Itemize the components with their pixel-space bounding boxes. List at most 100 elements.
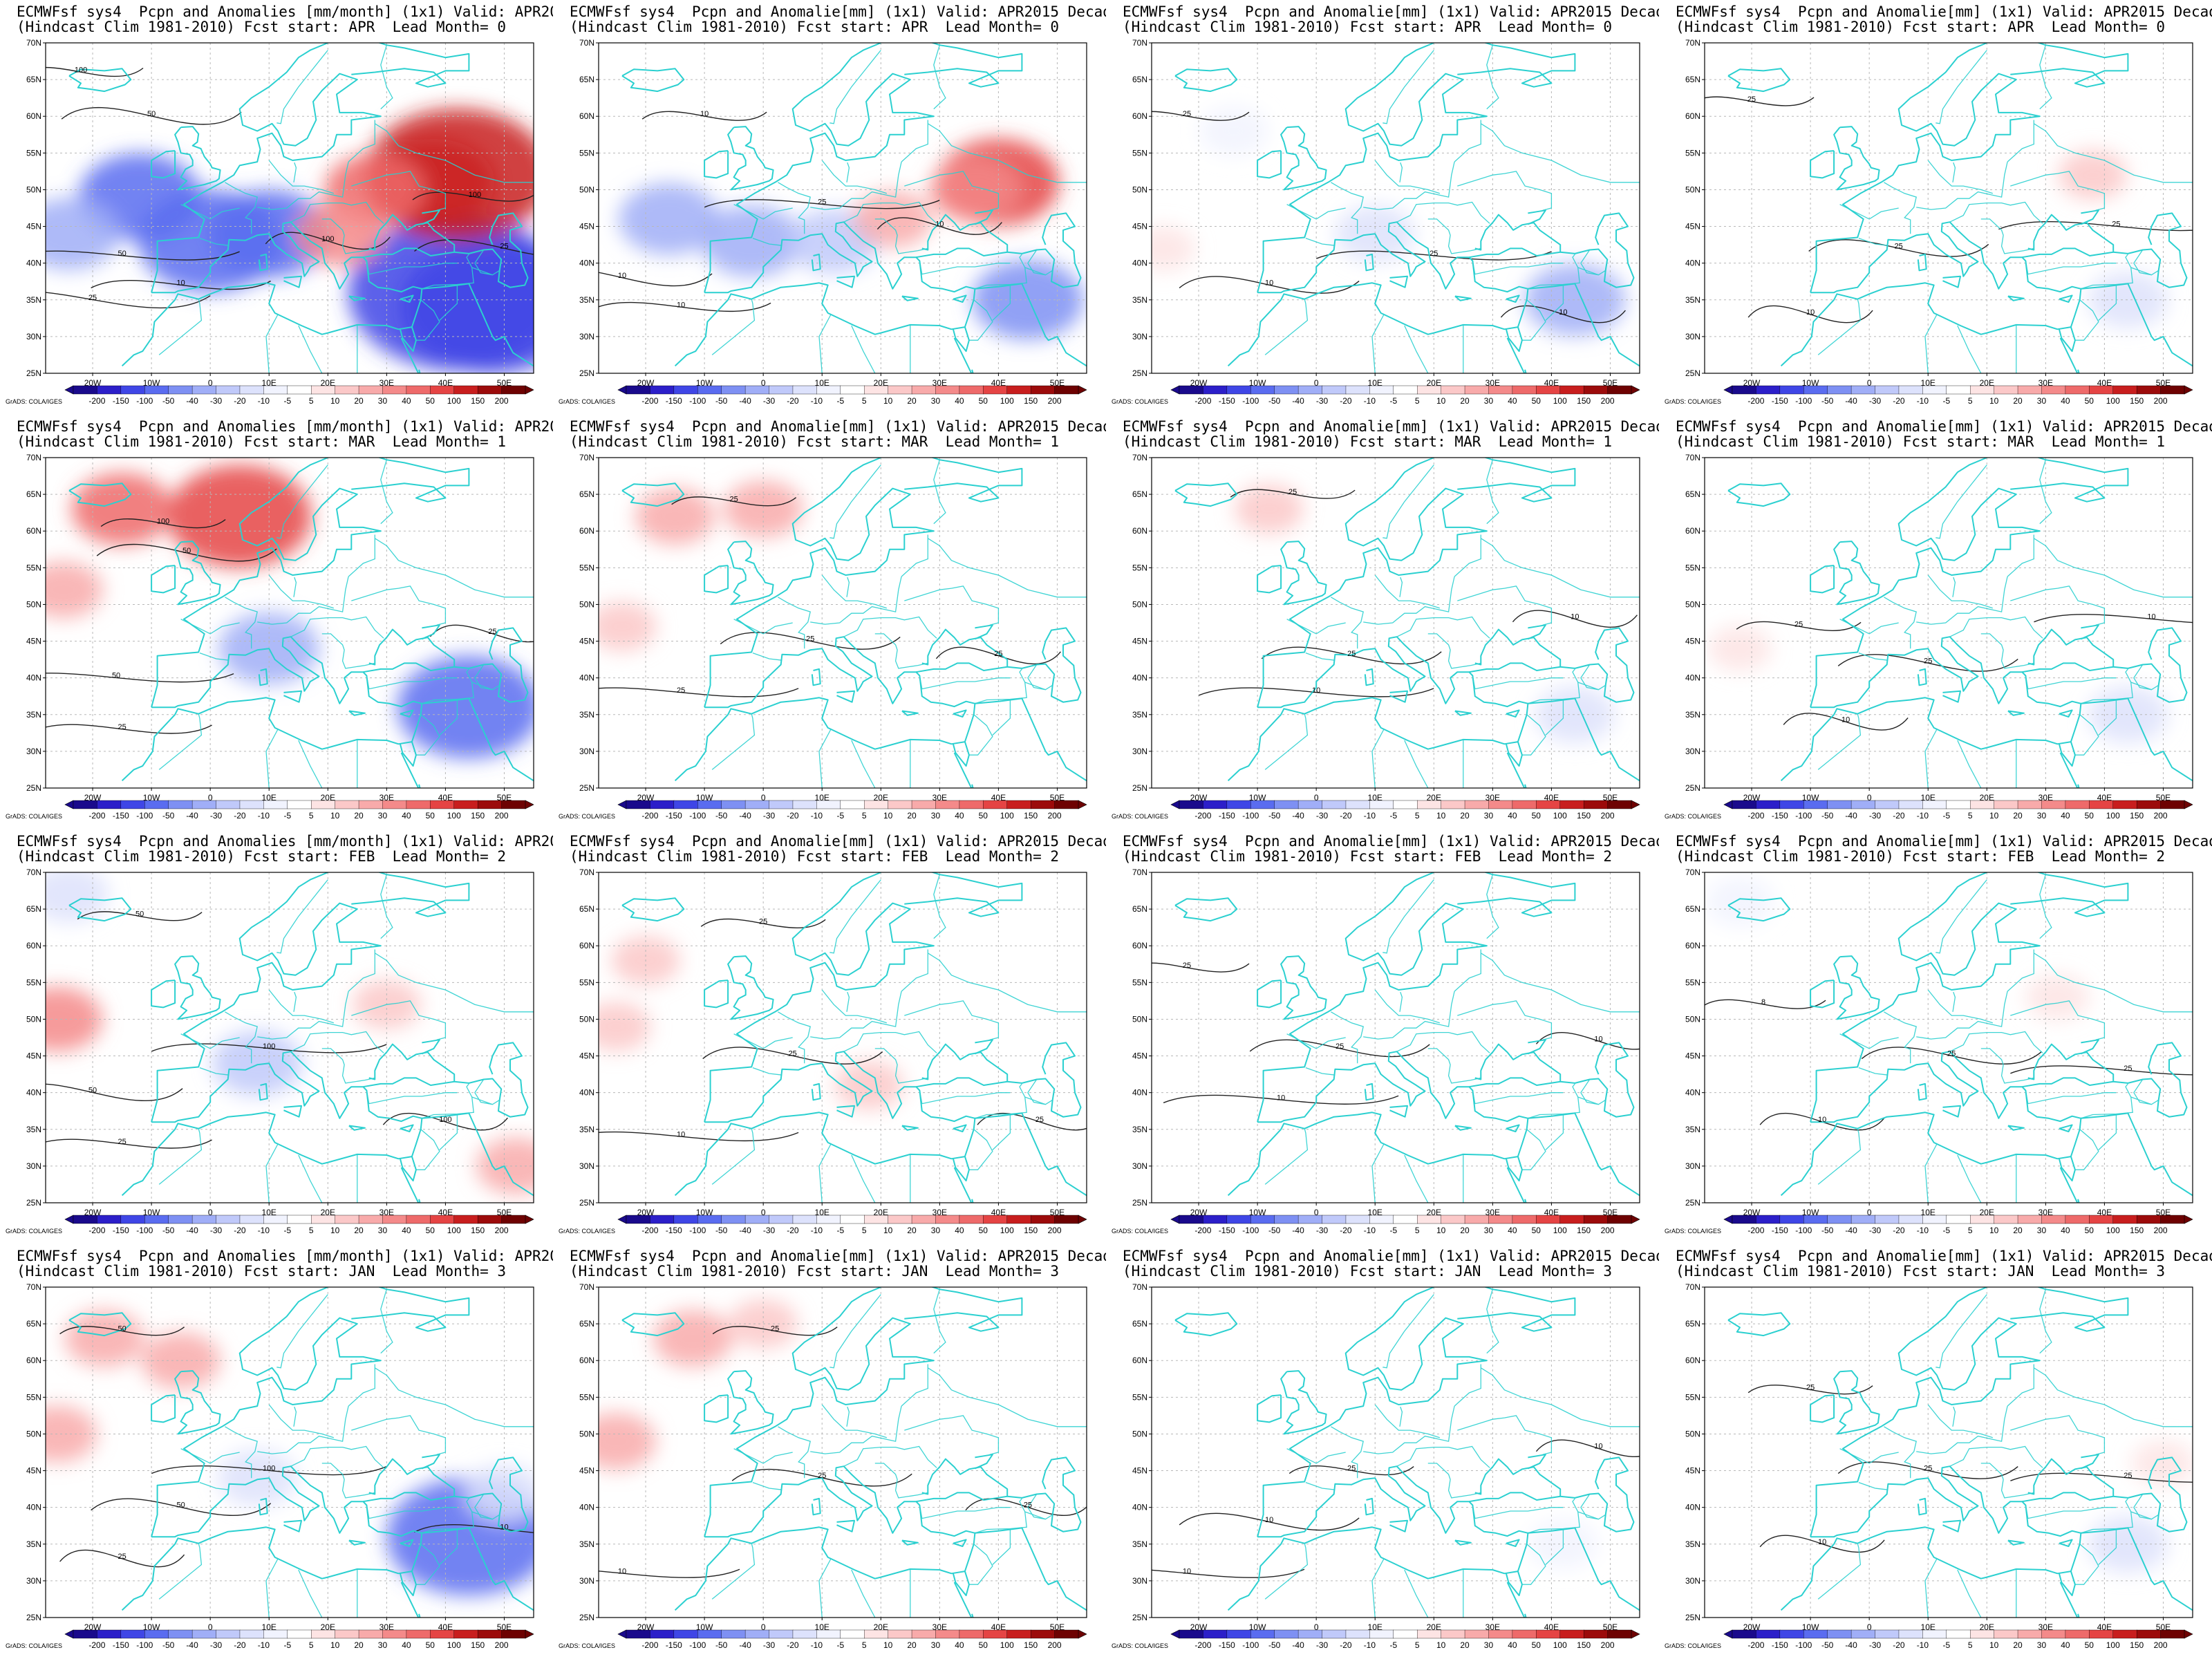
grads-credit: GrADS: COLA/IGES [6,398,62,405]
anomaly-area [834,1060,903,1110]
lon-tick-label: 50E [497,1208,512,1217]
colorbar-label: -50 [162,811,175,821]
anomaly-area [71,473,173,545]
contour-label: 25 [1335,1042,1344,1051]
colorbar-swatch [2136,385,2162,395]
coastline [1505,741,1523,767]
colorbar-swatch [1393,1215,1418,1224]
coastline [1227,636,1529,782]
lat-tick-label: 30N [26,1576,41,1586]
colorbar-swatch [144,1215,169,1224]
lat-tick-label: 25N [1132,1613,1147,1622]
lat-tick-label: 45N [579,222,594,232]
lat-tick-label: 55N [579,148,594,158]
colorbar-swatch [1779,1629,1804,1639]
country-border [298,325,323,373]
coastline [2059,294,2073,303]
coastline [2022,1458,2115,1503]
contour-label: 25 [118,1553,126,1561]
colorbar-label: 200 [495,396,509,406]
country-border [830,1294,881,1369]
country-border [1817,299,1862,355]
country-border [998,574,1087,598]
colorbar-swatch [697,385,722,395]
country-border [2098,699,2117,735]
country-border [1396,1445,1490,1468]
colorbar-label: 10 [330,811,340,821]
anomaly-area [46,872,109,923]
coastline [2113,1042,2188,1118]
colorbar-label: 20 [1460,1640,1470,1650]
coastline [1942,275,1961,288]
contour-label: 25 [1430,250,1438,258]
country-border [1952,577,1956,597]
lat-tick-label: 55N [26,148,41,158]
colorbar-swatch [1827,1215,1852,1224]
colorbar-label: -30 [1316,811,1329,821]
colorbar-label: 30 [378,1640,388,1650]
colorbar-low-arrow [64,1215,74,1224]
colorbar-swatch [769,1629,794,1639]
lon-tick-label: 20E [1427,378,1441,388]
colorbar-label: 200 [1601,1226,1615,1235]
country-border [474,1079,493,1105]
coastline [400,752,421,788]
colorbar-swatch [1536,800,1561,809]
country-border [1427,218,1481,254]
lat-tick-label: 60N [26,111,41,121]
climatology-contour [1861,1047,2042,1065]
map-panel: 50 50 100 25 10 25N 30N 35N 40N 45N 50N 55N 60N 65N 70… [0,1244,553,1659]
colorbar-swatch [2136,800,2162,809]
country-border [1551,574,1640,598]
climatology-contour [1808,239,1989,257]
contour-label: 100 [75,66,87,74]
lat-tick-label: 45N [1132,1051,1147,1061]
country-border [321,218,375,254]
colorbar-label: 40 [402,1640,411,1650]
lat-tick-label: 35N [1132,710,1147,720]
colorbar-label: 10 [1989,811,1999,821]
country-border [1472,261,1564,275]
colorbar-label: 5 [1415,1226,1420,1235]
coastline [916,214,1009,259]
lat-tick-label: 50N [1132,1429,1147,1438]
colorbar-swatch [358,1215,384,1224]
colorbar-label: -40 [1292,811,1304,821]
lat-tick-label: 50N [26,599,41,609]
country-border [1374,989,1440,1024]
lat-tick-label: 60N [579,941,594,950]
coastline [421,209,440,225]
country-border [1027,664,1046,691]
country-border [933,874,946,939]
colorbar-swatch [959,385,984,395]
coastline [421,1039,440,1055]
climatology-contour [1230,489,1356,499]
country-border [293,162,297,182]
colorbar-label: -50 [1821,1226,1834,1235]
country-border [199,1067,229,1076]
colorbar-swatch [453,385,478,395]
climatology-contour [1783,713,1909,731]
colorbar-label: 5 [1415,1640,1420,1650]
coastline [454,1042,529,1118]
panel-title: ECMWFsf sys4 Pcpn and Anomalies [mm/mont… [17,1248,553,1264]
map-plot: 2525101025N30N35N40N45N50N55N60N65N70N20… [1665,453,2193,821]
coastline [1810,150,1835,179]
climatology-contour [91,1498,272,1516]
lon-tick-label: 20E [1427,1622,1441,1632]
coastline [348,1539,366,1546]
lon-tick-label: 10E [815,793,830,803]
colorbar-swatch [97,1629,122,1639]
colorbar-swatch [168,1215,193,1224]
lat-tick-label: 40N [1132,259,1147,268]
lat-tick-label: 65N [1685,489,1700,499]
panel-title: ECMWFsf sys4 Pcpn and Anomalie[mm] (1x1)… [1123,418,1659,435]
country-border [874,633,928,669]
panel-subtitle: (Hindcast Clim 1981-2010) Fcst start: MA… [1123,433,1613,450]
country-border [1957,1154,1982,1203]
colorbar-swatch [1006,1215,1031,1224]
country-border [1027,250,1046,276]
climatology-contour [91,280,271,290]
country-border [998,989,1087,1013]
country-border [422,254,474,290]
